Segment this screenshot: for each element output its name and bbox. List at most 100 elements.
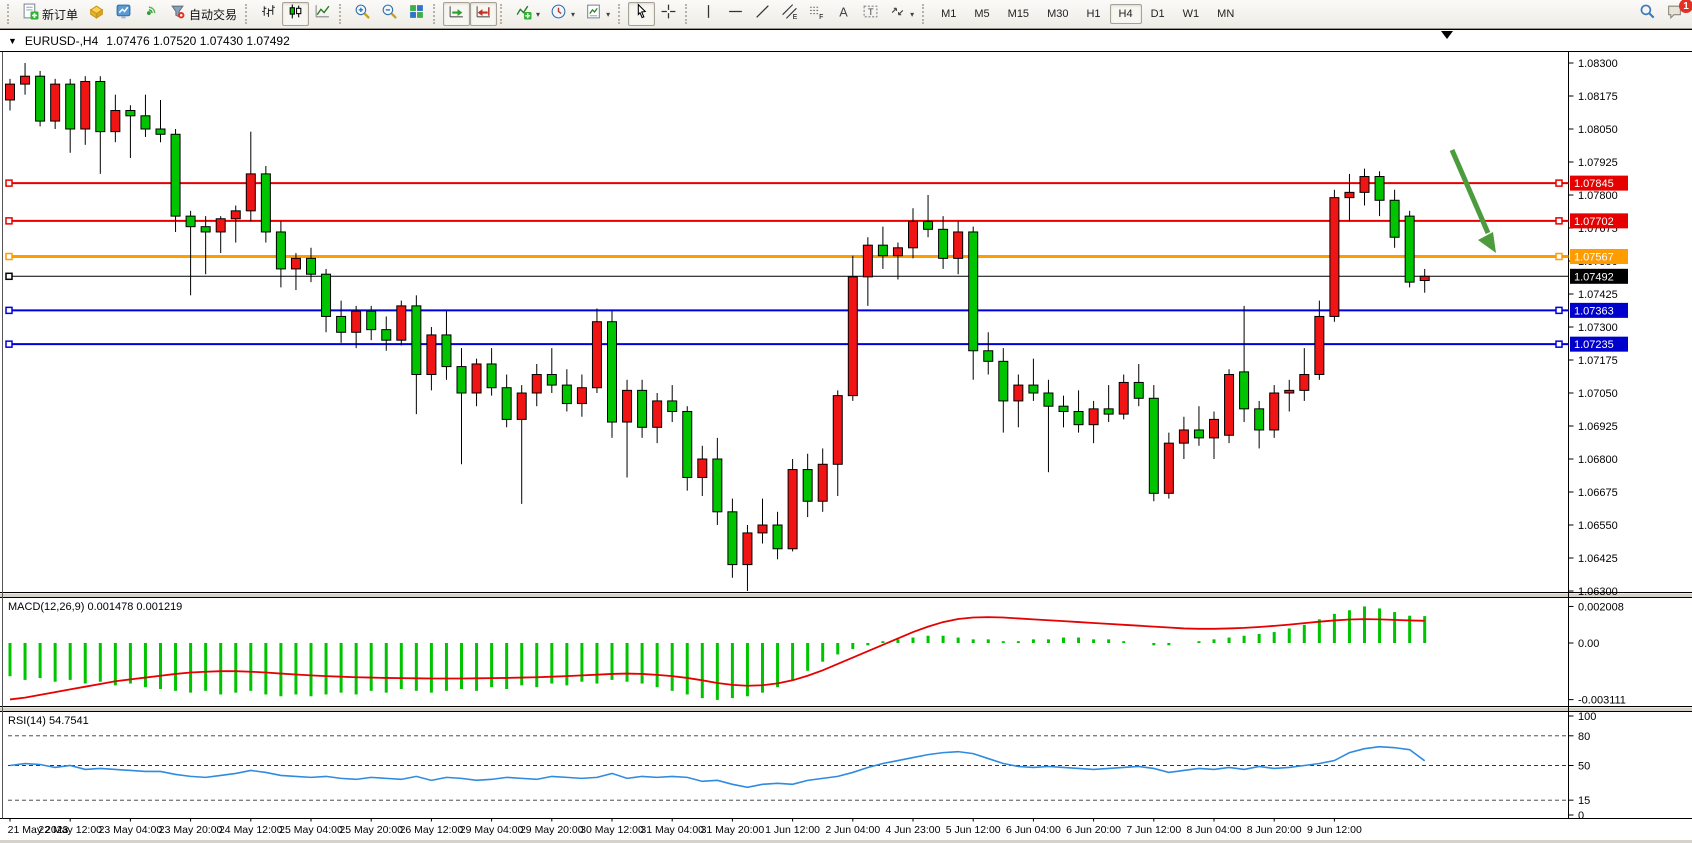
channel-button[interactable]: E	[776, 2, 803, 26]
timeframe-h4[interactable]: H4	[1109, 4, 1142, 24]
svg-text:21 May 2023: 21 May 2023	[8, 824, 69, 836]
arrows-tool-button[interactable]: ▾	[884, 2, 919, 26]
svg-text:23 May 04:00: 23 May 04:00	[99, 824, 163, 836]
dropdown-arrow-icon: ▾	[606, 9, 611, 19]
timeframe-m1[interactable]: M1	[941, 8, 957, 20]
timeframe-mn[interactable]: MN	[1217, 8, 1235, 20]
add-indicator-icon	[515, 3, 532, 25]
price-level-line[interactable]	[5, 306, 1569, 315]
price-level-line[interactable]	[5, 252, 1569, 261]
price-badge: 1.07845	[1570, 175, 1628, 191]
toolbar-separator	[618, 4, 625, 24]
toolbar-separator	[339, 4, 346, 24]
macd-indicator-label: MACD(12,26,9) 0.001478 0.001219	[8, 601, 182, 613]
toolbar-separator	[922, 4, 929, 24]
svg-text:6 Jun 04:00: 6 Jun 04:00	[1006, 824, 1061, 836]
trend-arrow-annotation[interactable]	[1449, 149, 1496, 253]
timeframe-m15[interactable]: M15	[1007, 8, 1030, 20]
symbol-dropdown-icon[interactable]: ▼	[8, 36, 17, 46]
price-level-line[interactable]	[5, 340, 1569, 348]
svg-text:0.00: 0.00	[1578, 638, 1599, 650]
channel-tag: E	[793, 14, 798, 20]
text-label-icon: T	[862, 3, 879, 25]
trendline-button[interactable]	[749, 2, 776, 26]
svg-text:5 Jun 12:00: 5 Jun 12:00	[946, 824, 1001, 836]
macd-values: 0.001478 0.001219	[87, 601, 183, 613]
fibonacci-button[interactable]: F	[803, 2, 830, 26]
macd-layer	[8, 606, 1427, 701]
svg-text:8 Jun 04:00: 8 Jun 04:00	[1187, 824, 1242, 836]
dropdown-arrow-icon: ▾	[910, 9, 915, 19]
zoom-out-icon	[381, 3, 398, 25]
svg-text:29 May 04:00: 29 May 04:00	[460, 824, 524, 836]
svg-text:1.08050: 1.08050	[1578, 124, 1618, 136]
svg-text:31 May 20:00: 31 May 20:00	[701, 824, 765, 836]
timeframe-h1[interactable]: H1	[1086, 8, 1101, 20]
zoom-in-button[interactable]	[349, 2, 376, 26]
svg-text:24 May 12:00: 24 May 12:00	[219, 824, 283, 836]
auto-trading-label: 自动交易	[189, 7, 238, 22]
timeframe-w1[interactable]: W1	[1182, 8, 1200, 20]
trendline-icon	[754, 3, 771, 25]
price-level-line[interactable]	[5, 272, 1569, 281]
timeframe-group: M1 M5 M15 M30 H1 H4 D1 W1 MN	[932, 4, 1243, 24]
history-center-button[interactable]	[83, 2, 110, 26]
svg-text:1.06300: 1.06300	[1578, 586, 1618, 598]
timeframe-m5[interactable]: M5	[974, 8, 990, 20]
zoom-in-icon	[354, 3, 371, 25]
chart-window-icon	[115, 3, 132, 25]
auto-trading-icon	[169, 3, 186, 25]
search-button[interactable]	[1634, 2, 1661, 26]
svg-text:1.07363: 1.07363	[1574, 305, 1614, 317]
svg-text:1.07925: 1.07925	[1578, 157, 1618, 169]
line-chart-button[interactable]	[309, 2, 336, 26]
timeframe-m30[interactable]: M30	[1047, 8, 1069, 20]
svg-text:26 May 12:00: 26 May 12:00	[400, 824, 464, 836]
candlestick-chart-button[interactable]	[282, 2, 310, 26]
text-tool-glyph: A	[839, 4, 848, 19]
bar-chart-button[interactable]	[255, 2, 282, 26]
auto-scroll-button[interactable]	[443, 2, 471, 26]
signal-icon	[142, 3, 159, 25]
vertical-line-button[interactable]	[695, 2, 722, 26]
chart-shift-button[interactable]	[470, 2, 498, 26]
text-tool-button[interactable]: A	[830, 2, 857, 26]
cursor-button[interactable]	[628, 2, 656, 26]
periods-button[interactable]: ▾	[545, 2, 580, 26]
chart-title-bar: ▼ EURUSD-,H4 1.07476 1.07520 1.07430 1.0…	[8, 34, 290, 48]
terminal-window-button[interactable]	[110, 2, 137, 26]
tile-windows-icon	[408, 3, 425, 25]
auto-trading-button[interactable]: 自动交易	[164, 2, 242, 26]
svg-text:80: 80	[1578, 731, 1590, 743]
signals-button[interactable]	[137, 2, 164, 26]
new-order-button[interactable]: 新订单	[17, 2, 83, 26]
svg-text:4 Jun 23:00: 4 Jun 23:00	[886, 824, 941, 836]
indicators-button[interactable]: ▾	[510, 2, 545, 26]
price-axis[interactable]: 1.083001.081751.080501.079251.078001.076…	[1568, 58, 1629, 822]
zoom-out-button[interactable]	[376, 2, 403, 26]
svg-text:1.07425: 1.07425	[1578, 289, 1618, 301]
notification-badge: 1	[1679, 0, 1692, 13]
price-badge: 1.07567	[1570, 249, 1628, 265]
horizontal-line-button[interactable]	[722, 2, 749, 26]
templates-button[interactable]: ▾	[580, 2, 615, 26]
svg-text:6 Jun 20:00: 6 Jun 20:00	[1066, 824, 1121, 836]
label-tool-glyph: T	[868, 7, 874, 18]
chart-shift-marker-icon[interactable]	[1441, 31, 1453, 39]
rsi-layer	[8, 735, 1569, 801]
svg-text:1.07050: 1.07050	[1578, 388, 1618, 400]
svg-text:1.08175: 1.08175	[1578, 91, 1618, 103]
price-badge: 1.07702	[1570, 213, 1628, 229]
notifications-button[interactable]: 1	[1661, 0, 1692, 26]
toolbar-separator	[500, 4, 507, 24]
svg-text:8 Jun 20:00: 8 Jun 20:00	[1247, 824, 1302, 836]
svg-text:1.06550: 1.06550	[1578, 520, 1618, 532]
timeframe-d1[interactable]: D1	[1150, 8, 1165, 20]
svg-text:1.07492: 1.07492	[1574, 271, 1614, 283]
tile-windows-button[interactable]	[403, 2, 430, 26]
crosshair-button[interactable]	[655, 2, 682, 26]
auto-scroll-icon	[448, 3, 465, 25]
text-label-button[interactable]: T	[857, 2, 884, 26]
